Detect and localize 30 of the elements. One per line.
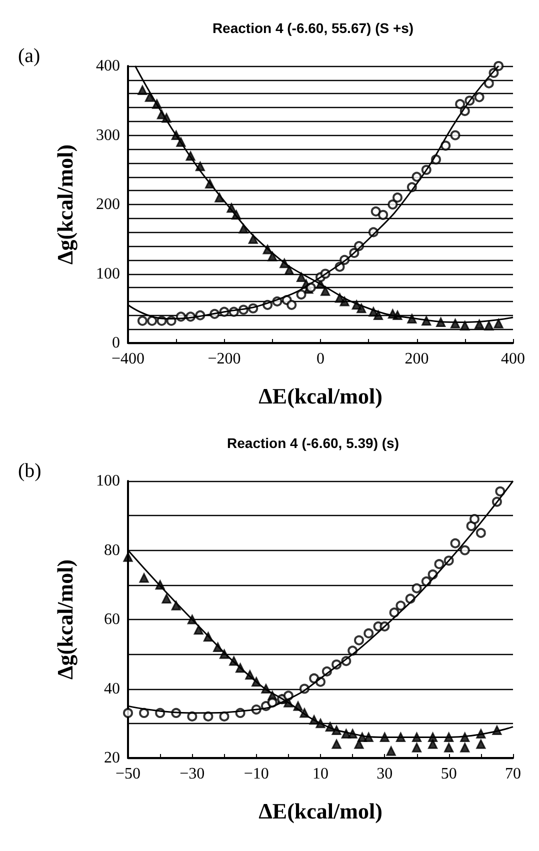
y-tick-label: 100 — [96, 472, 120, 490]
x-axis-title: ΔE(kcal/mol) — [258, 384, 382, 408]
y-tick-label: 100 — [96, 265, 120, 282]
y-axis-title: Δg(kcal/mol) — [52, 559, 78, 680]
x-tick-label: 70 — [505, 766, 521, 782]
y-tick-label: 80 — [104, 542, 120, 559]
text: (b) — [18, 460, 42, 482]
x-axis-title: ΔE(kcal/mol) — [258, 798, 382, 824]
y-tick-label: 200 — [96, 196, 120, 213]
x-tick-label: 30 — [376, 766, 393, 782]
chart-title: Reaction 4 (-6.60, 55.67) (S +s) — [212, 20, 414, 36]
y-tick-label: 40 — [104, 680, 120, 698]
x-tick-label: 50 — [440, 766, 457, 782]
x-tick-label: −10 — [244, 766, 269, 782]
x-tick-label: −30 — [180, 766, 205, 782]
y-axis-title: Δg(kcal/mol) — [52, 144, 78, 265]
x-tick-label: −200 — [208, 350, 241, 368]
x-tick-label: 10 — [312, 766, 328, 782]
x-tick-label: −50 — [115, 766, 141, 782]
y-tick-label: 300 — [96, 126, 120, 144]
y-tick-label: 400 — [96, 58, 120, 74]
x-tick-label: 400 — [501, 350, 525, 368]
y-tick-label: 60 — [104, 611, 120, 628]
x-tick-label: 0 — [316, 350, 324, 368]
x-tick-label: 200 — [404, 350, 429, 368]
y-tick-label: 20 — [104, 750, 120, 766]
y-tick-label: 0 — [112, 334, 120, 352]
chart-title: Reaction 4 (-6.60, 5.39) (s) — [227, 435, 399, 451]
x-tick-label: −400 — [111, 350, 145, 368]
text: (a) — [18, 45, 40, 67]
